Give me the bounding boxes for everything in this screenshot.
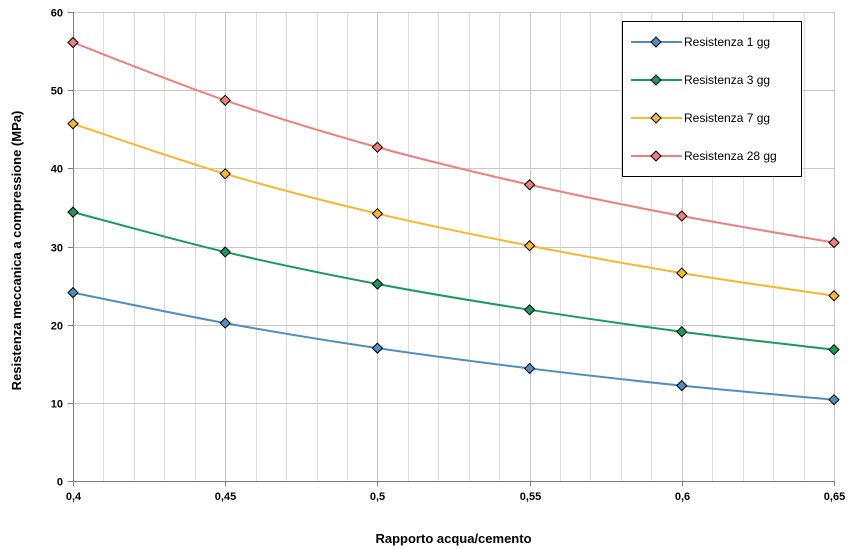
data-point-marker	[676, 267, 688, 279]
y-tick-label: 10	[51, 399, 63, 411]
data-point-marker	[219, 94, 231, 107]
y-tick-label: 30	[51, 243, 63, 255]
series-line	[72, 122, 835, 297]
y-tick-label: 0	[57, 477, 63, 489]
data-point-marker	[828, 393, 840, 406]
x-tick-label: 0,45	[215, 491, 236, 503]
x-tick-label: 0,4	[66, 491, 82, 503]
legend-item: Resistenza 7 gg	[631, 111, 770, 125]
series-3	[67, 118, 840, 302]
legend-label: Resistenza 28 gg	[684, 149, 777, 163]
y-tick-label: 60	[51, 8, 63, 20]
legend-marker	[650, 112, 662, 124]
series-layer	[67, 36, 840, 406]
legend-label: Resistenza 1 gg	[684, 35, 770, 49]
legend: Resistenza 1 gg Resistenza 3 gg Resistenza…	[622, 21, 802, 177]
legend-item: Resistenza 1 gg	[631, 35, 770, 49]
data-point-marker	[67, 36, 79, 49]
series-line	[72, 41, 835, 244]
y-axis-title: Resistenza meccanica a compressione (MPa…	[9, 111, 24, 391]
series-2	[67, 206, 840, 356]
data-point-marker	[828, 236, 840, 249]
data-point-marker	[523, 240, 536, 252]
legend-label: Resistenza 3 gg	[684, 73, 770, 87]
data-point-marker	[371, 141, 384, 153]
data-point-marker	[523, 304, 536, 316]
legend-marker	[650, 74, 662, 86]
legend-box	[622, 21, 802, 177]
data-point-marker	[676, 210, 688, 222]
legend-label: Resistenza 7 gg	[684, 111, 770, 125]
series-line	[72, 211, 835, 351]
y-tick-label: 40	[51, 164, 63, 176]
y-tick-label: 50	[51, 86, 63, 98]
x-tick-label: 0,65	[824, 491, 845, 503]
data-point-marker	[828, 343, 840, 356]
axes	[68, 12, 834, 486]
data-point-marker	[523, 179, 536, 191]
data-point-marker	[371, 207, 384, 220]
y-axis-ticks: 0 10 20 30 40 50 60	[51, 8, 73, 489]
data-point-marker	[67, 206, 79, 218]
x-tick-label: 0,6	[675, 491, 690, 503]
y-tick-label: 20	[51, 321, 63, 333]
x-axis-ticks: 0,4 0,45 0,5 0,55 0,6 0,65	[66, 481, 845, 503]
series-4	[67, 36, 840, 249]
data-point-marker	[523, 362, 536, 375]
data-point-marker	[676, 379, 688, 392]
data-point-marker	[371, 342, 384, 354]
legend-marker	[650, 150, 662, 162]
legend-marker	[650, 36, 662, 48]
data-point-marker	[219, 246, 231, 258]
series-1	[67, 286, 840, 406]
legend-item: Resistenza 3 gg	[631, 73, 770, 87]
data-point-marker	[676, 325, 688, 338]
data-point-marker	[219, 317, 231, 329]
data-point-marker	[219, 168, 231, 180]
legend-item: Resistenza 28 gg	[631, 149, 777, 163]
series-line	[72, 291, 835, 401]
x-tick-label: 0,55	[520, 491, 541, 503]
x-axis-title: Rapporto acqua/cemento	[375, 531, 531, 546]
x-tick-label: 0,5	[370, 491, 385, 503]
data-point-marker	[67, 286, 79, 299]
data-point-marker	[828, 290, 840, 302]
data-point-marker	[371, 278, 384, 290]
data-point-marker	[67, 118, 79, 130]
